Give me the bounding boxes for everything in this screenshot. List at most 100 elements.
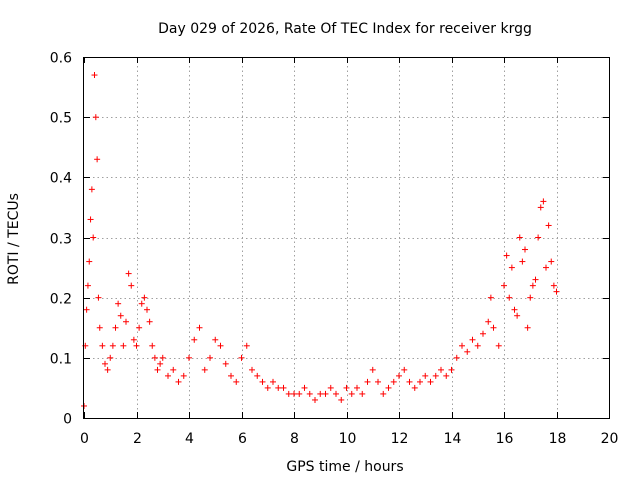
data-point <box>501 282 507 289</box>
data-point <box>406 378 413 385</box>
data-point <box>264 384 271 391</box>
data-point <box>84 282 91 289</box>
data-point <box>83 306 90 313</box>
data-point <box>459 342 465 349</box>
data-point <box>317 390 324 397</box>
data-point <box>508 264 515 271</box>
data-point <box>154 366 161 373</box>
data-point <box>448 366 455 373</box>
x-tick-label: 2 <box>133 431 142 447</box>
data-point <box>343 384 350 391</box>
data-point <box>432 372 439 379</box>
data-point <box>99 342 106 349</box>
data-point <box>196 324 203 331</box>
x-axis-title: GPS time / hours <box>286 459 403 475</box>
data-point <box>90 234 97 241</box>
data-point <box>396 372 402 379</box>
data-point <box>249 366 255 373</box>
data-point <box>180 372 187 379</box>
data-point <box>175 378 182 385</box>
x-tick-label: 12 <box>391 431 409 447</box>
x-tick-label: 18 <box>549 431 567 447</box>
data-point <box>537 204 544 211</box>
data-point <box>222 360 229 367</box>
data-point <box>385 384 392 391</box>
data-point <box>380 390 387 397</box>
data-point <box>191 336 198 343</box>
data-point <box>306 390 313 397</box>
data-point <box>254 372 261 379</box>
data-point <box>438 366 444 373</box>
data-point <box>522 246 528 253</box>
data-point <box>485 318 492 325</box>
x-tick-label: 0 <box>80 431 89 447</box>
data-point <box>123 318 129 325</box>
data-point <box>125 270 132 277</box>
data-point <box>543 264 549 271</box>
axis-ticks <box>84 57 610 419</box>
data-point <box>516 234 523 241</box>
data-point <box>91 72 98 79</box>
data-point <box>285 390 292 397</box>
data-point <box>401 366 408 373</box>
data-point <box>427 378 434 385</box>
data-point <box>535 234 542 241</box>
data-point <box>548 258 555 265</box>
data-point <box>422 372 429 379</box>
data-point <box>333 390 339 397</box>
data-point <box>228 372 234 379</box>
data-point <box>545 222 552 229</box>
data-point <box>529 282 536 289</box>
x-tick-label: 14 <box>444 431 462 447</box>
data-point <box>88 186 95 193</box>
data-point <box>553 288 560 295</box>
data-point <box>159 354 166 361</box>
y-tick-label: 0.2 <box>50 292 72 308</box>
data-point <box>280 384 287 391</box>
data-point <box>524 324 531 331</box>
x-tick-label: 16 <box>496 431 514 447</box>
data-point <box>112 324 119 331</box>
y-tick-label: 0.6 <box>50 51 72 67</box>
y-axis-title: ROTI / TECUs <box>6 193 22 285</box>
data-point <box>151 354 158 361</box>
data-point <box>527 294 534 301</box>
data-point <box>117 312 124 319</box>
x-tick-label: 6 <box>238 431 247 447</box>
data-point <box>243 342 250 349</box>
data-point <box>128 282 135 289</box>
data-point <box>96 324 103 331</box>
data-point <box>141 294 148 301</box>
data-point <box>540 198 547 205</box>
data-point <box>443 372 450 379</box>
grid <box>84 57 609 418</box>
data-point <box>259 378 266 385</box>
data-point <box>144 306 150 313</box>
data-point <box>464 348 471 355</box>
data-point <box>480 330 486 337</box>
data-point <box>338 396 345 403</box>
y-tick-labels: 0 0.1 0.2 0.3 0.4 0.5 0.6 <box>50 51 72 428</box>
y-tick-label: 0 <box>63 412 72 428</box>
data-point <box>107 354 114 361</box>
data-point <box>201 366 208 373</box>
x-tick-label: 10 <box>339 431 357 447</box>
y-tick-label: 0.5 <box>50 111 72 127</box>
data-point <box>550 282 557 289</box>
data-point <box>390 378 397 385</box>
data-point <box>270 378 276 385</box>
plot-frame <box>83 57 610 419</box>
data-point <box>495 342 502 349</box>
chart-title: Day 029 of 2026, Rate Of TEC Index for r… <box>158 21 532 37</box>
data-point <box>519 258 526 265</box>
y-tick-label: 0.4 <box>50 171 72 187</box>
data-point <box>503 252 510 259</box>
data-point <box>157 360 164 367</box>
y-tick-label: 0.3 <box>50 232 72 248</box>
data-point <box>95 294 102 301</box>
data-point <box>136 324 143 331</box>
data-point <box>102 360 108 367</box>
data-point <box>92 114 99 121</box>
data-point <box>487 294 494 301</box>
